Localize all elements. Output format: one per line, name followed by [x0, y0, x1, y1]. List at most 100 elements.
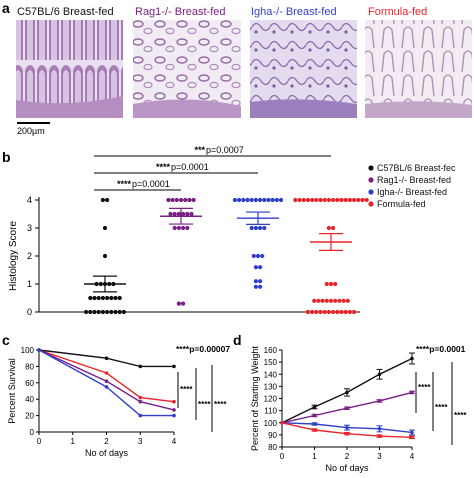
- p-value: p=0.0001: [132, 179, 170, 189]
- data-point: [356, 197, 361, 203]
- data-point: [172, 413, 176, 418]
- data-point: [168, 211, 173, 217]
- data-point: [189, 211, 194, 217]
- data-point: [279, 197, 284, 203]
- y-tick-label: 1: [27, 279, 32, 289]
- data-point: [138, 395, 143, 400]
- legend-label: Formula-fed: [377, 199, 426, 209]
- y-tick-label: 90: [268, 431, 277, 440]
- x-tick-label: 4: [172, 437, 177, 446]
- data-point: [172, 364, 176, 369]
- y-tick-label: 2: [27, 251, 32, 261]
- legend-label: Rag1-/- Breast-fed: [377, 175, 451, 185]
- data-point: [410, 430, 414, 435]
- data-point: [88, 309, 93, 315]
- data-point: [185, 211, 190, 217]
- data-point: [347, 309, 352, 315]
- y-tick-label: 80: [268, 443, 277, 452]
- data-point: [331, 225, 336, 231]
- data-point: [312, 413, 317, 418]
- panel-a-letter: a: [2, 0, 10, 16]
- data-point: [339, 197, 344, 203]
- x-axis-label: No of days: [85, 448, 129, 458]
- data-point: [262, 197, 267, 203]
- y-axis-label: Percent Survival: [7, 358, 17, 424]
- data-point: [364, 197, 369, 203]
- histology-image-rag1: [133, 20, 241, 118]
- data-point: [326, 225, 331, 231]
- data-point: [305, 197, 310, 203]
- data-point: [314, 197, 319, 203]
- data-point: [324, 298, 329, 303]
- side-stars: ****: [454, 411, 467, 420]
- data-point: [314, 309, 319, 315]
- data-point: [113, 295, 118, 301]
- data-point: [345, 425, 349, 430]
- y-tick-label: 110: [264, 407, 277, 416]
- data-point: [324, 281, 329, 287]
- data-point: [326, 309, 331, 315]
- x-tick-label: 3: [138, 437, 143, 446]
- y-tick-label: 140: [264, 370, 278, 379]
- data-point: [326, 197, 331, 203]
- data-point: [335, 197, 340, 203]
- data-point: [258, 284, 263, 289]
- data-point: [322, 309, 327, 315]
- data-point: [331, 197, 336, 203]
- data-point: [258, 197, 263, 203]
- data-point: [102, 253, 108, 259]
- data-point: [343, 309, 348, 315]
- data-point: [337, 298, 342, 303]
- data-point: [245, 197, 250, 203]
- panel-d-letter: d: [233, 332, 242, 348]
- data-point: [104, 379, 109, 384]
- significance-stars: ***: [194, 145, 205, 155]
- data-point: [172, 408, 176, 412]
- legend-label: C57BL/6 Breast-fec: [377, 163, 456, 173]
- data-point: [377, 427, 382, 431]
- data-point: [185, 225, 190, 231]
- data-point: [100, 197, 105, 203]
- y-tick-label: 4: [27, 195, 32, 205]
- histology-image-igha: [250, 20, 357, 118]
- data-point: [253, 225, 258, 231]
- y-tick-label: 130: [264, 382, 278, 391]
- data-point: [258, 265, 263, 270]
- data-point: [121, 309, 126, 315]
- y-tick-label: 0: [30, 428, 35, 437]
- data-point: [183, 197, 188, 203]
- data-point: [410, 435, 414, 440]
- data-point: [172, 399, 176, 404]
- data-point: [312, 298, 317, 303]
- p-value: p=0.0001: [171, 162, 209, 172]
- data-point: [328, 298, 334, 303]
- data-point: [232, 197, 237, 203]
- image-label-formula: Formula-fed: [368, 6, 427, 18]
- data-point: [255, 253, 261, 259]
- y-tick-label: 160: [264, 346, 278, 355]
- data-point: [96, 309, 101, 315]
- side-stars: ****: [180, 385, 193, 394]
- y-tick-label: 120: [264, 395, 278, 404]
- data-point: [109, 309, 114, 315]
- histology-image-c57bl6: [16, 20, 123, 118]
- panel-c-letter: c: [2, 332, 10, 348]
- data-point: [260, 253, 265, 259]
- data-point: [352, 197, 357, 203]
- legend-marker: [368, 189, 374, 195]
- p-value: p=0.0007: [206, 145, 244, 155]
- data-point: [92, 295, 97, 301]
- y-tick-label: 60: [25, 379, 34, 388]
- data-point: [249, 225, 254, 231]
- data-point: [293, 197, 298, 203]
- data-point: [320, 298, 325, 303]
- y-axis-label: Histology Score: [8, 221, 19, 291]
- data-point: [352, 309, 357, 315]
- data-point: [105, 197, 110, 203]
- data-point: [88, 295, 93, 301]
- data-point: [172, 225, 177, 231]
- image-label-c57bl6: C57BL/6 Breast-fed: [17, 6, 114, 18]
- y-tick-label: 40: [25, 395, 34, 404]
